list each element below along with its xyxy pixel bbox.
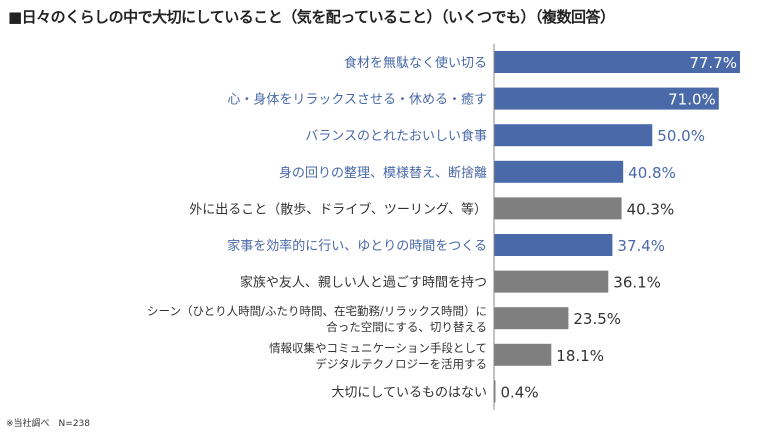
bar <box>494 124 653 147</box>
data-label: 0.4% <box>501 383 539 401</box>
data-label: 40.8% <box>628 164 676 182</box>
bar <box>494 270 609 293</box>
bar <box>494 160 624 183</box>
data-label: 77.7% <box>689 54 737 72</box>
category-label: 情報収集やコミュニケーション手段として <box>269 341 487 355</box>
bar <box>494 197 622 220</box>
data-label: 36.1% <box>613 274 661 292</box>
category-label: 合った空間にする、切り替える <box>326 320 487 334</box>
category-label: バランスのとれたおいしい食事 <box>305 128 487 144</box>
bar <box>494 234 613 256</box>
data-label: 37.4% <box>617 237 665 255</box>
category-label: 家事を効率的に行い、ゆとりの時間をつくる <box>227 238 487 254</box>
bar <box>494 307 569 330</box>
category-label: 心・身体をリラックスさせる・休める・癒す <box>227 92 487 108</box>
data-label: 18.1% <box>556 347 604 365</box>
chart-title: ■日々のくらしの中で大切にしていること（気を配っていること）（いくつでも）（複数… <box>8 8 615 26</box>
data-label: 50.0% <box>657 127 705 145</box>
footnote: ※当社調べ N=238 <box>6 419 90 429</box>
category-label: 家族や友人、親しい人と過ごす時間を持つ <box>240 275 487 291</box>
data-label: 23.5% <box>573 310 621 328</box>
data-label: 40.3% <box>627 200 675 218</box>
bar <box>494 87 719 110</box>
bar <box>494 51 740 73</box>
category-label: シーン（ひとり人時間/ふたり時間、在宅勤務/リラックス時間）に <box>147 304 487 318</box>
data-label: 71.0% <box>668 91 716 109</box>
category-label: 身の回りの整理、模様替え、断捨離 <box>279 165 487 181</box>
category-label: デジタルテクノロジーを活用する <box>315 357 487 371</box>
bar <box>494 380 496 403</box>
category-label: 食材を無駄なく使い切る <box>344 55 487 71</box>
category-label: 外に出ること（散歩、ドライブ、ツーリング、等） <box>189 201 487 217</box>
category-label: 大切にしているものはない <box>331 385 487 400</box>
bar <box>494 343 552 366</box>
